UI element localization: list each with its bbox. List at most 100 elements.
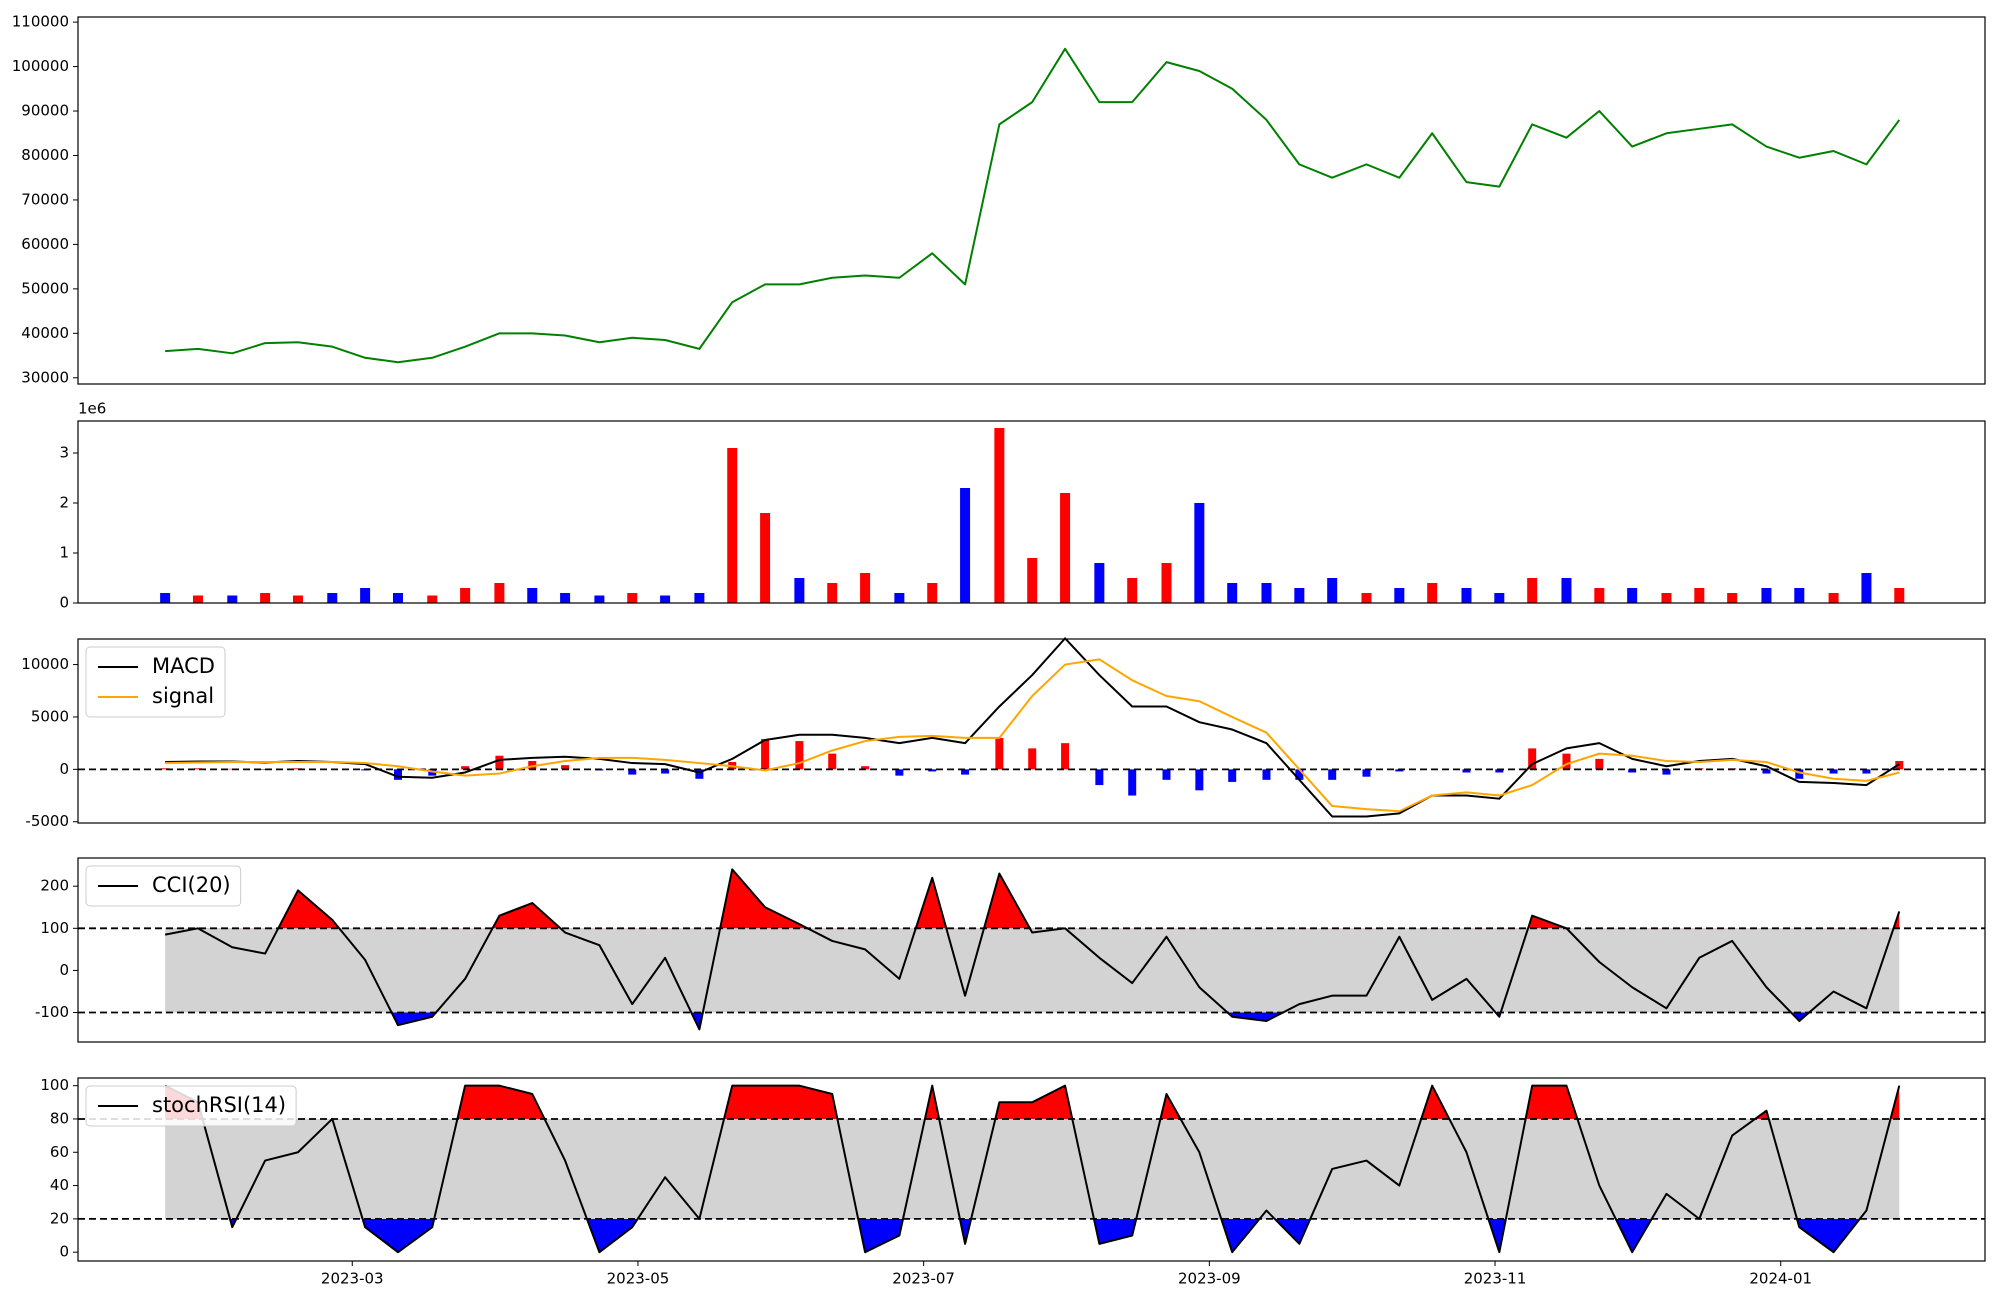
histogram-bar: [1262, 769, 1271, 780]
volume-bar: [1727, 593, 1738, 603]
x-tick-label: 2023-09: [1178, 1270, 1241, 1288]
series-line: [165, 47, 1901, 364]
volume-bar: [694, 593, 705, 603]
histogram-bar: [961, 769, 970, 775]
histogram-bar: [1829, 769, 1838, 774]
volume-bar: [1527, 578, 1538, 603]
legend: MACD signal: [85, 646, 226, 718]
histogram-bar: [695, 769, 704, 779]
histogram-bar: [861, 766, 870, 770]
histogram-bar: [1295, 769, 1304, 780]
volume-bar: [1261, 583, 1272, 603]
x-tick-label: 2024-01: [1749, 1270, 1812, 1288]
y-tick-label: 30000: [21, 368, 69, 386]
series-line: [164, 1084, 1901, 1254]
histogram-bar: [495, 755, 504, 770]
y-tick-label: 20: [50, 1209, 69, 1227]
legend-text: stochRSI(14): [152, 1093, 286, 1117]
histogram-bar: [661, 769, 670, 774]
y-tick-label: 100: [40, 919, 69, 937]
y-tick-label: 100000: [12, 57, 69, 75]
legend-box: [85, 1085, 297, 1127]
volume-bar: [727, 448, 738, 603]
histogram-bar: [1061, 743, 1070, 770]
histogram-bar: [1228, 769, 1237, 782]
volume-bar: [1094, 563, 1105, 603]
histogram-bar: [1495, 769, 1504, 773]
histogram-bar: [1128, 769, 1137, 796]
legend: CCI(20): [85, 865, 242, 907]
histogram-bar: [761, 738, 770, 770]
y-tick-label: 100: [40, 1076, 69, 1094]
volume-bar: [292, 595, 303, 603]
volume-bar: [1461, 588, 1472, 603]
y-tick-label: 200: [40, 877, 69, 895]
histogram-bar: [1462, 769, 1471, 773]
legend-text: signal: [152, 684, 214, 708]
y-tick-label: 40: [50, 1176, 69, 1194]
y-tick-label: 5000: [31, 707, 69, 725]
volume-bar: [627, 593, 638, 603]
x-tick-label: 2023-11: [1464, 1270, 1527, 1288]
neutral-band: [165, 928, 1900, 1013]
histogram-bar: [461, 766, 470, 770]
volume-bar: [1394, 588, 1405, 603]
y-tick-label: 50000: [21, 279, 69, 297]
volume-bar: [1060, 493, 1071, 603]
x-tick-label: 2023-03: [321, 1270, 384, 1288]
volume-bar: [360, 588, 371, 603]
y-tick-label: 110000: [12, 13, 69, 31]
volume-bar: [1894, 588, 1905, 603]
oversold-fill: [229, 1218, 1860, 1253]
volume-bar: [192, 595, 203, 603]
y-tick-label: 0: [59, 760, 69, 778]
legend-text: CCI(20): [152, 873, 231, 897]
series-line: [165, 658, 1900, 813]
volume-bar: [1861, 573, 1872, 603]
y-tick-label: -100: [35, 1003, 69, 1021]
x-tick-label: 2023-05: [607, 1270, 670, 1288]
y-tick-label: 70000: [21, 190, 69, 208]
y-tick-label: 60: [50, 1143, 69, 1161]
y-tick-label: 60000: [21, 235, 69, 253]
legend-box: [85, 865, 242, 907]
histogram-bar: [1562, 753, 1571, 770]
histogram-bar: [795, 741, 804, 770]
histogram-bar: [528, 760, 537, 770]
volume-bar: [1828, 593, 1839, 603]
y-tick-label: 3: [59, 444, 69, 462]
y-tick-label: 40000: [21, 324, 69, 342]
histogram-bar: [1862, 769, 1871, 774]
volume-bar: [227, 595, 238, 603]
volume-bar: [392, 593, 403, 603]
volume-bar: [260, 593, 271, 603]
histogram-bar: [293, 768, 302, 770]
volume-bar: [160, 593, 171, 603]
y-tick-label: 0: [59, 961, 69, 979]
volume-bar: [427, 595, 438, 603]
volume-bar: [860, 573, 871, 603]
volume-bar: [1427, 583, 1438, 603]
histogram-bar: [161, 768, 170, 770]
axes-frame: [77, 16, 1986, 385]
histogram-bar: [928, 769, 937, 772]
histogram-bar: [1095, 769, 1104, 786]
volume-bar: [560, 593, 571, 603]
volume-bar: [960, 488, 971, 603]
volume-bar: [1761, 588, 1772, 603]
y-tick-label: 80000: [21, 146, 69, 164]
volume-bar: [594, 595, 605, 603]
histogram-bar: [561, 765, 570, 770]
volume-bar: [1194, 503, 1205, 603]
y-tick-label: 1: [59, 544, 69, 562]
y-tick-label: -5000: [25, 812, 69, 830]
volume-bar: [527, 588, 538, 603]
volume-bar: [1361, 593, 1372, 603]
histogram-bar: [1395, 769, 1404, 772]
histogram-bar: [193, 768, 202, 770]
histogram-bar: [1362, 769, 1371, 777]
volume-bar: [1661, 593, 1672, 603]
volume-bar: [1794, 588, 1805, 603]
neutral-band: [165, 1118, 1900, 1219]
